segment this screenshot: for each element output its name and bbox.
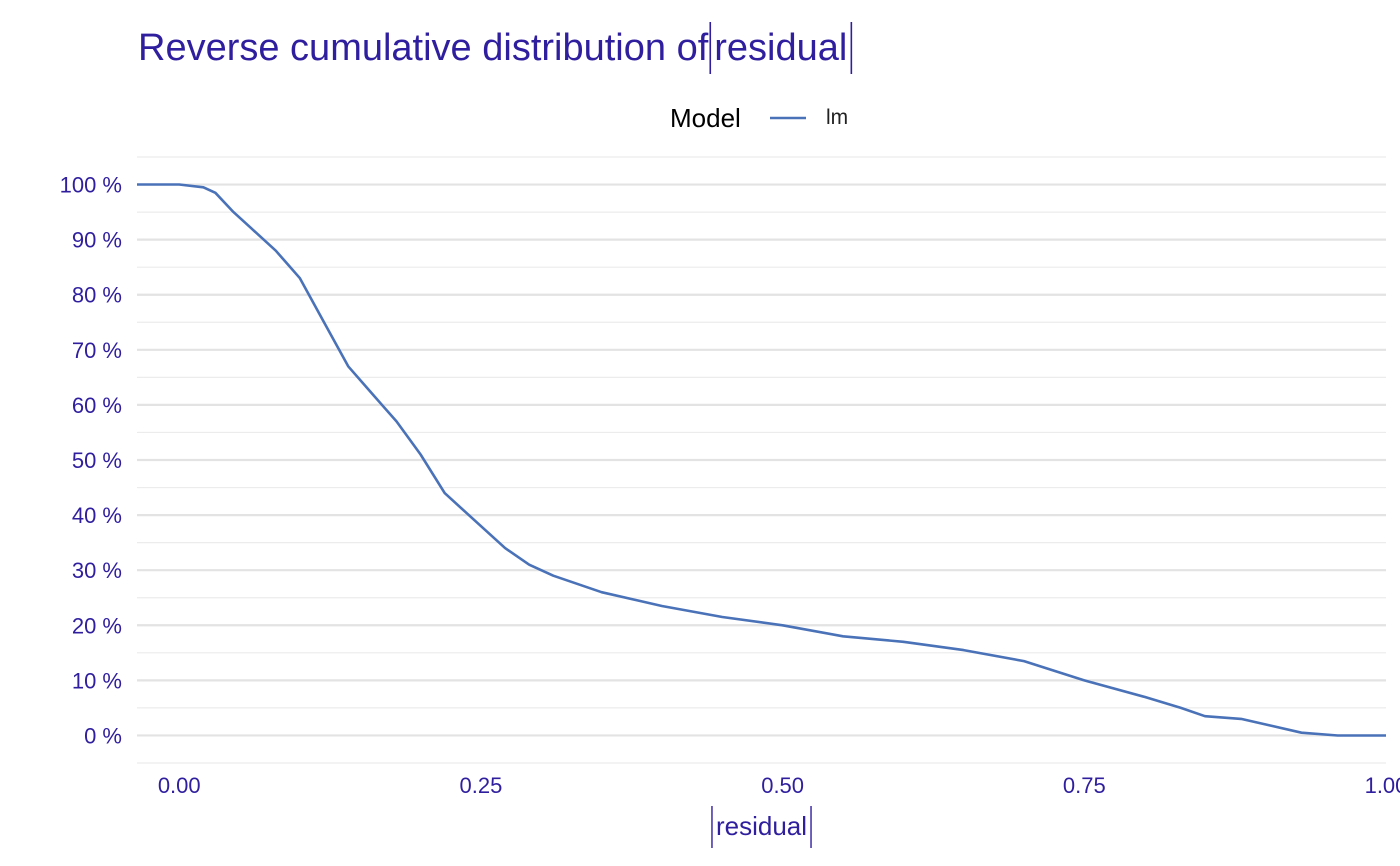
- y-tick-label: 100 %: [60, 173, 122, 198]
- x-tick-label: 0.75: [1063, 773, 1106, 798]
- x-tick-label: 1.00: [1365, 773, 1400, 798]
- y-tick-label: 50 %: [72, 448, 122, 473]
- y-tick-label: 0 %: [84, 723, 122, 748]
- y-tick-label: 10 %: [72, 668, 122, 693]
- series-line-lm: [137, 183, 1386, 737]
- chart-title-prefix: Reverse cumulative distribution of: [138, 27, 709, 69]
- grid: [137, 156, 1386, 764]
- x-axis-title-group: residual: [711, 806, 812, 848]
- x-tick-label: 0.50: [761, 773, 804, 798]
- y-tick-label: 90 %: [72, 228, 122, 253]
- legend-title: Model: [670, 103, 741, 133]
- chart-title-word: residual: [714, 27, 847, 69]
- y-tick-label: 20 %: [72, 613, 122, 638]
- legend: Model lm: [670, 103, 848, 133]
- legend-label: lm: [826, 106, 848, 129]
- y-tick-label: 30 %: [72, 558, 122, 583]
- x-tick-label: 0.00: [158, 773, 201, 798]
- y-tick-label: 70 %: [72, 338, 122, 363]
- y-tick-label: 80 %: [72, 283, 122, 308]
- series-layer: [137, 183, 1386, 737]
- y-tick-label: 60 %: [72, 393, 122, 418]
- x-axis-ticks: 0.00 0.25 0.50 0.75 1.00: [158, 773, 1400, 798]
- y-axis-ticks: 0 % 10 % 20 % 30 % 40 % 50 % 60 % 70 % 80 % 90 % 1…: [60, 173, 122, 749]
- x-axis-title: residual: [716, 811, 807, 841]
- chart-title-group: Reverse cumulative distribution of resid…: [138, 22, 853, 74]
- x-tick-label: 0.25: [460, 773, 503, 798]
- y-tick-label: 40 %: [72, 503, 122, 528]
